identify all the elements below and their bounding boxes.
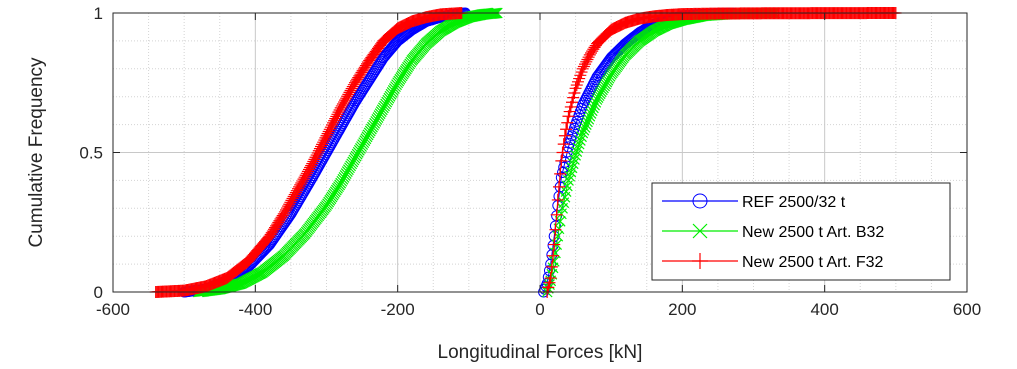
data-point bbox=[574, 69, 587, 82]
legend-swatch-marker bbox=[692, 223, 708, 239]
data-point bbox=[585, 108, 597, 119]
data-point bbox=[563, 105, 576, 118]
x-tick-label: 0 bbox=[535, 300, 544, 319]
series-markers bbox=[149, 7, 468, 298]
data-point bbox=[576, 131, 587, 143]
data-point bbox=[577, 127, 589, 139]
y-axis-label: Cumulative Frequency bbox=[26, 57, 47, 248]
plot-frame bbox=[112, 7, 968, 298]
data-point bbox=[545, 258, 557, 270]
data-point bbox=[581, 53, 594, 66]
data-point bbox=[566, 162, 578, 174]
data-point bbox=[583, 113, 595, 125]
data-point bbox=[571, 75, 584, 88]
data-point bbox=[543, 276, 556, 289]
x-tick-label: -400 bbox=[238, 300, 272, 319]
data-point bbox=[545, 260, 558, 273]
data-point bbox=[570, 149, 582, 161]
data-point bbox=[576, 62, 589, 75]
legend: REF 2500/32 t New 2500 t Art. B32 New 2500… bbox=[651, 182, 951, 281]
data-point bbox=[559, 156, 571, 168]
data-point bbox=[560, 123, 573, 136]
data-point bbox=[558, 129, 571, 142]
data-point bbox=[362, 56, 375, 69]
data-point bbox=[554, 167, 567, 180]
data-point bbox=[567, 91, 580, 104]
y-tick-label: 0 bbox=[94, 283, 103, 302]
data-point bbox=[578, 124, 590, 136]
legend-entry: New 2500 t Art. F32 bbox=[662, 253, 884, 271]
data-point bbox=[552, 180, 565, 193]
data-point bbox=[570, 79, 583, 92]
data-point bbox=[555, 154, 568, 167]
x-tick-label: -200 bbox=[381, 300, 415, 319]
data-point bbox=[575, 66, 588, 79]
y-tick-label: 1 bbox=[94, 4, 103, 23]
data-point bbox=[580, 119, 592, 131]
data-point bbox=[584, 110, 596, 122]
data-point bbox=[551, 193, 564, 206]
series-markers bbox=[192, 7, 503, 298]
data-point bbox=[563, 174, 574, 186]
data-point bbox=[579, 121, 591, 133]
data-point bbox=[587, 102, 599, 114]
x-tick-label: 200 bbox=[668, 300, 696, 319]
y-tick-label: 0.5 bbox=[79, 144, 103, 163]
data-point bbox=[556, 146, 569, 159]
x-tick-label: -600 bbox=[96, 300, 130, 319]
data-point bbox=[577, 60, 590, 73]
data-point bbox=[548, 238, 561, 251]
data-point bbox=[573, 72, 586, 85]
data-point bbox=[564, 170, 576, 182]
data-point bbox=[566, 96, 579, 109]
data-point bbox=[262, 231, 275, 244]
data-point bbox=[544, 272, 557, 285]
x-axis-label: Longitudinal Forces [kN] bbox=[438, 342, 643, 363]
data-point bbox=[561, 116, 574, 129]
data-point bbox=[562, 110, 575, 123]
legend-label: New 2500 t Art. F32 bbox=[742, 254, 884, 271]
legend-entry: REF 2500/32 t bbox=[662, 193, 846, 211]
x-tick-label: 600 bbox=[953, 300, 981, 319]
x-tick-label: 400 bbox=[810, 300, 838, 319]
data-point bbox=[550, 208, 563, 221]
data-point bbox=[568, 86, 581, 99]
legend-label: REF 2500/32 t bbox=[742, 194, 846, 211]
data-point bbox=[564, 100, 577, 113]
data-point bbox=[568, 154, 580, 165]
data-point bbox=[571, 146, 583, 157]
legend-entries: REF 2500/32 t New 2500 t Art. B32 New 2500… bbox=[662, 193, 884, 271]
data-point bbox=[547, 249, 560, 262]
data-point bbox=[565, 166, 577, 178]
series-layer bbox=[149, 7, 902, 298]
legend-entry: New 2500 t Art. B32 bbox=[662, 223, 884, 241]
data-point bbox=[547, 262, 559, 274]
data-point bbox=[549, 223, 562, 236]
data-point bbox=[569, 82, 582, 95]
data-point bbox=[589, 99, 600, 111]
data-point bbox=[586, 105, 598, 117]
data-point bbox=[574, 134, 586, 146]
axis-ticks bbox=[112, 12, 968, 293]
data-point bbox=[580, 55, 593, 68]
data-point bbox=[573, 138, 585, 150]
data-point bbox=[542, 281, 555, 294]
data-point bbox=[579, 58, 592, 71]
data-point bbox=[557, 138, 570, 151]
legend-swatch-marker bbox=[692, 193, 708, 209]
legend-label: New 2500 t Art. B32 bbox=[742, 224, 884, 241]
y-tick-labels: 00.51 bbox=[79, 4, 103, 302]
data-point bbox=[572, 142, 584, 154]
x-tick-labels: -600 -400 -200 0 200 400 600 bbox=[96, 300, 981, 319]
data-point bbox=[582, 116, 593, 128]
legend-swatch-marker bbox=[692, 253, 708, 269]
data-point bbox=[567, 158, 579, 170]
